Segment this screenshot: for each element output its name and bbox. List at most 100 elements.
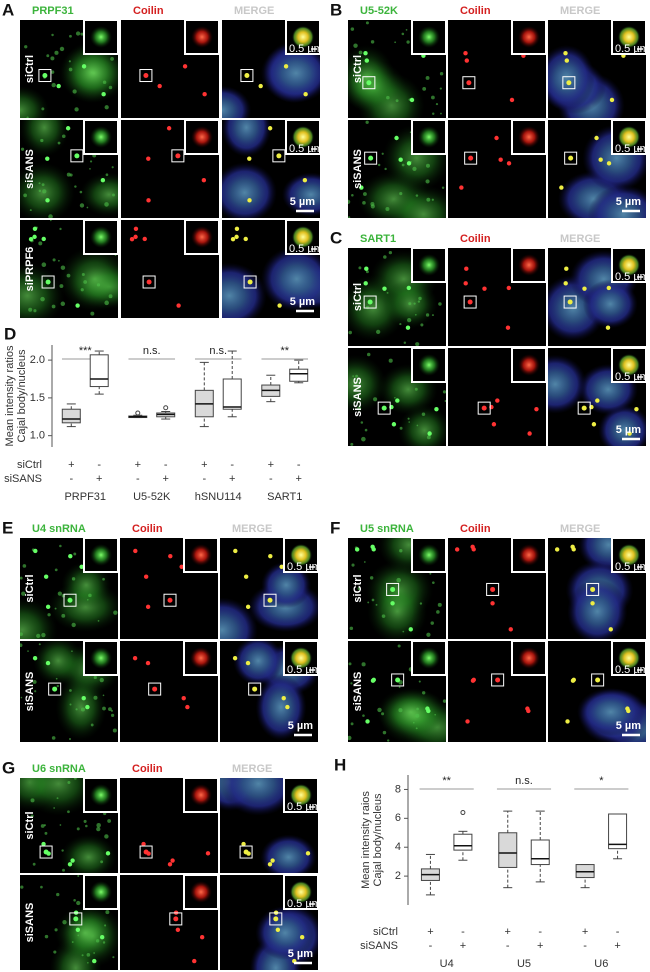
cajal-body (41, 841, 46, 847)
speckle (104, 202, 109, 207)
speckle (367, 601, 370, 604)
x-tick-label: U4 (440, 958, 454, 970)
cajal-body (230, 236, 236, 242)
speckle (56, 797, 59, 800)
roi-box (364, 151, 378, 165)
roi-box (248, 682, 262, 696)
speckle (30, 814, 34, 818)
speckle (41, 632, 46, 638)
speckle (62, 868, 65, 872)
speckle (362, 192, 367, 196)
speckle (370, 40, 375, 44)
speckle (351, 194, 354, 197)
speckle (422, 86, 427, 91)
cajal-body (173, 916, 179, 922)
speckle (348, 735, 352, 741)
cajal-body (56, 83, 61, 89)
cajal-body (202, 92, 207, 97)
nucleus-signal (20, 120, 70, 157)
speckle (28, 307, 33, 312)
speckle (86, 953, 91, 957)
group-indicator: + (135, 459, 141, 471)
speckle (108, 294, 113, 299)
roi-box (377, 401, 391, 415)
column-label: U5-52K (360, 5, 398, 17)
micrograph: 0.5 µm 5 µm (548, 120, 649, 218)
micrograph (121, 220, 219, 318)
speckle (384, 167, 387, 171)
cajal-body (434, 406, 439, 412)
cajal-body (143, 849, 149, 855)
micrograph: 0.5 µm 5 µm (220, 641, 318, 742)
y-axis-label: Mean intensity ratios (4, 345, 16, 446)
inset-blob (418, 544, 440, 566)
roi-box (269, 912, 283, 926)
group-label: siSANS (360, 940, 398, 952)
cajal-body (45, 660, 51, 666)
nucleus-signal (287, 176, 320, 213)
cajal-body (509, 97, 515, 103)
speckle (351, 563, 355, 567)
speckle (74, 107, 79, 112)
speckle (108, 85, 113, 90)
image-content: 0.5 µm 5 µm (548, 348, 646, 446)
speckle (386, 95, 390, 100)
cajal-body (105, 851, 111, 856)
cajal-body (508, 627, 513, 632)
image-content: 0.5 µm (548, 538, 646, 639)
micrograph: 0.5 µm 5 µm (548, 641, 646, 742)
speckle (96, 283, 101, 287)
speckle (54, 928, 58, 932)
speckle (416, 707, 419, 711)
speckle (358, 50, 363, 55)
image-content: 0.5 µm 5 µm (222, 220, 320, 318)
speckle (51, 736, 56, 740)
image-content: 0.5 µm (220, 538, 318, 639)
cajal-body (590, 601, 595, 606)
inset-scale: 0.5 µm (289, 143, 323, 155)
image-content (20, 20, 118, 118)
speckle (441, 186, 445, 189)
speckle (102, 694, 105, 697)
speckle (405, 28, 408, 31)
speckle (99, 677, 104, 683)
speckle (38, 643, 41, 646)
speckle (59, 544, 62, 548)
speckle (38, 189, 42, 193)
row-label: siCtrl (352, 55, 364, 83)
row-label: siSANS (24, 903, 36, 943)
cajal-body (101, 92, 106, 97)
speckle (89, 160, 93, 163)
group-indicator: + (295, 473, 301, 485)
speckle (61, 849, 64, 852)
cajal-body (142, 236, 147, 242)
roi-box (391, 673, 405, 687)
speckle (431, 198, 434, 201)
cajal-body (279, 564, 284, 569)
nucleus-signal (548, 51, 590, 104)
speckle (48, 214, 53, 218)
speckle (53, 950, 57, 954)
inset-blob (90, 784, 112, 806)
inset-scale: 0.5 µm (615, 143, 649, 155)
speckle (105, 173, 109, 177)
nucleus-signal (20, 262, 65, 318)
cajal-body (568, 155, 574, 161)
group-indicator: + (537, 940, 543, 952)
y-tick-label: 6 (395, 812, 401, 824)
cajal-body (394, 135, 399, 141)
roi-box (139, 69, 153, 83)
speckle (76, 900, 81, 906)
cajal-body (245, 660, 251, 666)
cajal-body (565, 719, 570, 724)
scale-label: 5 µm (290, 296, 316, 308)
significance: n.s. (143, 345, 161, 357)
speckle (406, 40, 410, 44)
speckle (395, 99, 399, 103)
speckle (83, 280, 88, 284)
nucleus-signal (573, 585, 622, 638)
column-label: Coilin (132, 763, 163, 775)
inset-blob (290, 544, 312, 566)
speckle (60, 265, 66, 270)
cajal-body (490, 586, 496, 592)
